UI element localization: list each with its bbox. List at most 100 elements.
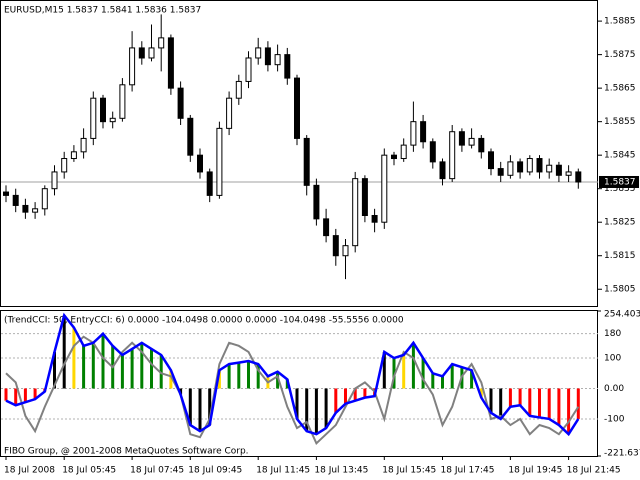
histogram-bar (489, 388, 493, 413)
histogram-bar (53, 351, 56, 389)
histogram-bar (547, 388, 551, 419)
histogram-bar (324, 388, 328, 429)
candle-body (303, 137, 310, 186)
histogram-bar (353, 388, 357, 401)
candle-body (32, 208, 39, 213)
trend-cci-line (5, 312, 580, 437)
candle-body (400, 144, 407, 160)
histogram-bar (237, 362, 241, 389)
y-tick-label: 1.5835 (604, 184, 636, 194)
candle-body (70, 151, 77, 160)
candle-body (80, 137, 87, 153)
candle-body (245, 57, 252, 82)
price-pane (0, 0, 598, 307)
y-tick-label: 0.00 (604, 384, 624, 394)
x-tick-label: 18 Jul 15:45 (382, 466, 436, 476)
candle-body (216, 127, 223, 196)
x-tick-label: 18 Jul 07:45 (130, 466, 184, 476)
candle-body (342, 245, 349, 257)
histogram-bar (295, 388, 299, 419)
histogram-bar (538, 388, 541, 418)
y-tick-label: 1.5855 (604, 117, 636, 127)
candle-body (332, 235, 339, 257)
histogram-bar (411, 342, 415, 389)
x-tick-label: 18 Jul 09:45 (188, 466, 242, 476)
y-tick-label: 1.5865 (604, 84, 636, 94)
candle-body (284, 54, 291, 79)
histogram-bar (14, 388, 18, 406)
candle-body (526, 158, 533, 173)
indicator-pane (0, 310, 598, 457)
candle-body (468, 137, 475, 146)
candle-body (274, 54, 281, 66)
histogram-bar (567, 388, 571, 435)
candle-body (187, 117, 194, 156)
candle-body (565, 171, 572, 176)
histogram-bar (159, 354, 163, 389)
candle-body (119, 84, 126, 119)
histogram-bar (33, 388, 37, 400)
histogram-bar (557, 388, 561, 426)
candle-body (255, 47, 262, 59)
candle-body (439, 161, 446, 180)
candle-body (3, 191, 9, 196)
x-tick-label: 18 Jul 17:45 (441, 466, 495, 476)
candle-body (381, 154, 388, 223)
candle-body (313, 184, 320, 220)
histogram-bar (344, 388, 347, 404)
candle-body (371, 215, 378, 223)
candle-body (517, 161, 524, 173)
candle-body (449, 131, 456, 180)
histogram-bar (120, 354, 124, 389)
histogram-bar (130, 348, 134, 389)
candle-body (264, 47, 271, 66)
copyright: FIBO Group, @ 2001-2008 MetaQuotes Softw… (4, 447, 249, 457)
x-tick-label: 18 Jul 11:45 (256, 466, 310, 476)
x-tick-label: 18 Jul 05:45 (62, 466, 116, 476)
y-tick-label: 1.5815 (604, 251, 636, 261)
candle-body (458, 131, 465, 146)
histogram-bar (528, 388, 532, 416)
candle-body (22, 204, 29, 213)
histogram-bar (363, 388, 367, 398)
y-tick-label: 1.5875 (604, 50, 636, 60)
indicator-title: (TrendCCI: 50, EntryCCI: 6) 0.0000 -104.… (4, 316, 404, 326)
y-tick-label: -100 (604, 414, 625, 424)
price-label-box (599, 175, 639, 188)
y-tick-label: 1.5825 (604, 218, 636, 228)
histogram-bar (150, 348, 153, 389)
candle-body (507, 161, 514, 176)
histogram-bar (227, 364, 231, 389)
histogram-bar (169, 370, 173, 389)
histogram-bar (256, 364, 260, 389)
candle-body (129, 47, 136, 86)
histogram-bar (305, 388, 309, 432)
histogram-bar (441, 376, 444, 389)
candle-body (497, 168, 504, 176)
candle-body (555, 164, 562, 176)
candle-body (323, 218, 330, 237)
y-tick-label: 254.4039 (604, 310, 640, 320)
candle-body (536, 158, 543, 173)
histogram-bar (450, 364, 454, 389)
candle-body (197, 154, 203, 173)
candle-body (361, 178, 368, 217)
histogram-bar (382, 351, 386, 389)
candle-body (100, 97, 106, 123)
histogram-bar (499, 388, 503, 419)
histogram-bar (72, 327, 76, 389)
candle-body (478, 137, 485, 153)
candle-body (12, 194, 19, 206)
histogram-bar (431, 373, 435, 389)
x-tick-label: 18 Jul 19:45 (508, 466, 562, 476)
histogram-bar (188, 388, 192, 426)
histogram-bar (82, 345, 86, 389)
candle-body (420, 121, 427, 143)
x-tick-label: 18 Jul 2008 (4, 466, 55, 476)
candle-body (546, 164, 553, 173)
candle-body (235, 80, 242, 99)
candle-body (109, 117, 116, 123)
candle-body (575, 171, 582, 183)
histogram-bar (392, 358, 396, 389)
